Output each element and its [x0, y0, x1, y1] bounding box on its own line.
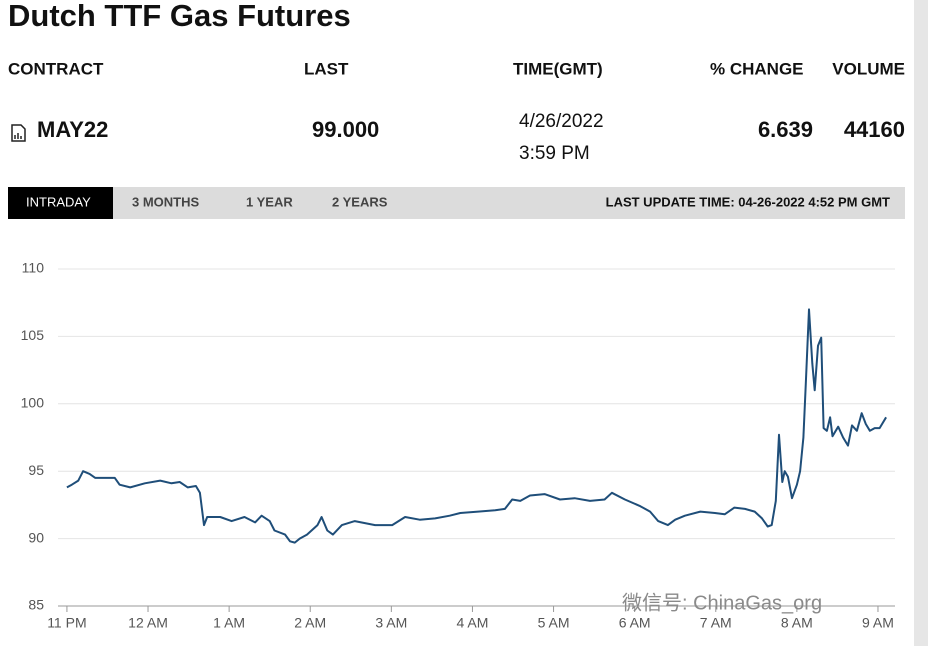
x-tick-label: 4 AM	[456, 615, 488, 631]
contract: MAY22	[37, 117, 108, 142]
tab[interactable]: 2 YEARS	[332, 194, 388, 209]
chart-icon	[11, 124, 26, 142]
tab[interactable]: INTRADAY	[26, 194, 91, 209]
x-tick-label: 2 AM	[294, 615, 326, 631]
y-tick-label: 100	[21, 395, 45, 411]
x-tick-label: 12 AM	[128, 615, 168, 631]
scrollbar	[914, 0, 928, 646]
column-header: LAST	[304, 59, 349, 78]
x-tick-label: 5 AM	[538, 615, 570, 631]
column-header: VOLUME	[832, 59, 905, 78]
y-tick-label: 110	[22, 260, 45, 276]
x-tick-label: 11 PM	[47, 615, 86, 631]
watermark: 微信号: ChinaGas_org	[622, 591, 822, 614]
column-header: TIME(GMT)	[513, 59, 603, 78]
change: 6.639	[758, 117, 813, 142]
y-tick-label: 105	[21, 327, 45, 343]
y-tick-label: 95	[28, 462, 44, 478]
tab[interactable]: 3 MONTHS	[132, 194, 200, 209]
last-update: LAST UPDATE TIME: 04-26-2022 4:52 PM GMT	[606, 194, 890, 209]
column-header: % CHANGE	[710, 59, 804, 78]
tab[interactable]: 1 YEAR	[246, 194, 293, 209]
page-title: Dutch TTF Gas Futures	[8, 0, 351, 33]
x-tick-label: 8 AM	[781, 615, 813, 631]
column-header: CONTRACT	[8, 59, 104, 78]
active-tab-bg	[8, 187, 113, 219]
last-price: 99.000	[312, 117, 379, 142]
y-tick-label: 90	[28, 529, 44, 545]
time-date: 4/26/2022	[519, 111, 604, 132]
x-tick-label: 6 AM	[619, 615, 651, 631]
x-tick-label: 3 AM	[375, 615, 407, 631]
volume: 44160	[844, 117, 905, 142]
tab-bar	[8, 187, 905, 219]
x-tick-label: 9 AM	[862, 615, 894, 631]
x-tick-label: 1 AM	[213, 615, 245, 631]
price-line	[66, 308, 887, 544]
time-clock: 3:59 PM	[519, 143, 590, 164]
y-tick-label: 85	[28, 597, 44, 613]
x-tick-label: 7 AM	[700, 615, 732, 631]
